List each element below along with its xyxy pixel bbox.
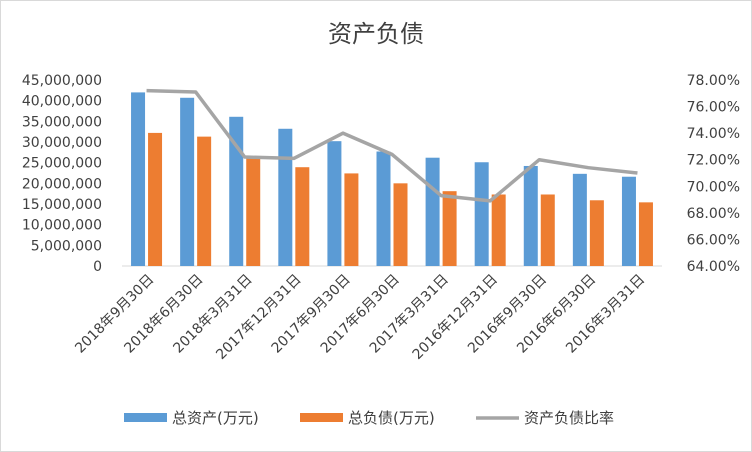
bar-total-liabilities <box>442 191 457 266</box>
y2-tick-label: 66.00% <box>687 232 740 248</box>
bar-total-assets <box>474 162 489 266</box>
bar-total-liabilities <box>393 183 408 266</box>
legend-label: 总负债(万元) <box>348 409 435 427</box>
line-debt-ratio <box>146 88 638 203</box>
y-tick-label: 15,000,000 <box>22 197 102 213</box>
bar-total-assets <box>376 151 391 266</box>
bar-total-assets <box>621 176 636 266</box>
y2-tick-label: 68.00% <box>687 206 740 222</box>
bar-total-assets <box>572 173 587 266</box>
y2-tick-label: 70.00% <box>687 179 740 195</box>
bar-total-assets <box>229 116 244 266</box>
bar-total-liabilities <box>197 136 212 266</box>
bar-total-liabilities <box>148 132 163 266</box>
y-axis-ticks: 45,000,000 40,000,000 35,000,000 30,000,000… <box>22 73 102 275</box>
chart-title: 资产负债 <box>328 20 424 48</box>
legend-swatch <box>300 413 343 422</box>
y2-tick-label: 64.00% <box>687 259 740 275</box>
y2-tick-label: 76.00% <box>687 100 740 116</box>
bar-total-assets <box>180 97 195 266</box>
bar-total-liabilities <box>344 173 359 266</box>
bar-total-assets <box>425 157 440 266</box>
line-series <box>146 88 638 203</box>
y-tick-label: 5,000,000 <box>31 238 102 254</box>
x-axis-ticks: 2018年9月30日2018年6月30日2018年3月31日2017年12月31… <box>72 272 648 363</box>
y2-tick-label: 74.00% <box>687 126 740 142</box>
y-tick-label: 0 <box>93 259 102 275</box>
bar-total-liabilities <box>589 200 604 266</box>
legend-swatch <box>124 413 167 422</box>
legend-label: 总资产(万元) <box>172 409 259 427</box>
bar-total-assets <box>278 128 293 266</box>
bar-total-liabilities <box>246 158 261 266</box>
y2-axis-ticks: 78.00% 76.00% 74.00% 72.00% 70.00% 68.00% 66.0… <box>687 73 740 275</box>
y-tick-label: 35,000,000 <box>22 114 102 130</box>
y-tick-label: 45,000,000 <box>22 73 102 89</box>
bar-total-liabilities <box>295 167 310 266</box>
bar-total-assets <box>327 141 342 266</box>
y-tick-label: 30,000,000 <box>22 135 102 151</box>
bar-total-liabilities <box>638 202 653 266</box>
y2-tick-label: 72.00% <box>687 153 740 169</box>
y2-tick-label: 78.00% <box>687 73 740 89</box>
bar-total-liabilities <box>540 194 555 266</box>
bar-total-liabilities <box>491 194 506 266</box>
legend: 总资产(万元) 总负债(万元) 资产负债比率 <box>124 409 614 427</box>
bar-total-assets <box>131 92 146 267</box>
y-tick-label: 40,000,000 <box>22 94 102 110</box>
y-tick-label: 25,000,000 <box>22 156 102 172</box>
x-tick-label: 2017年12月31日 <box>213 272 304 363</box>
bar-total-assets <box>523 165 538 266</box>
x-tick-label: 2016年12月31日 <box>410 272 501 363</box>
legend-label: 资产负债比率 <box>524 409 614 427</box>
y-tick-label: 20,000,000 <box>22 176 102 192</box>
bars <box>131 92 653 267</box>
y-tick-label: 10,000,000 <box>22 218 102 234</box>
